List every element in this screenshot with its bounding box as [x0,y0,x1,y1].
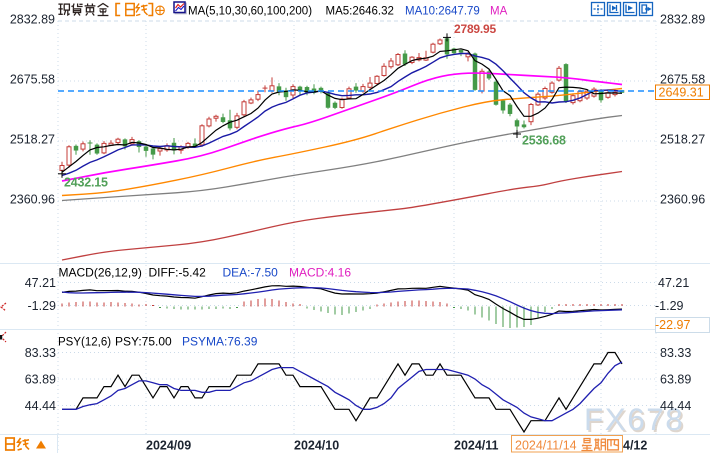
svg-text:2432.15: 2432.15 [64,176,108,190]
svg-text:MA10:2647.79: MA10:2647.79 [405,6,480,18]
svg-text:2024/11/14: 2024/11/14 [515,439,577,453]
svg-text:MA5:2646.32: MA5:2646.32 [326,6,394,18]
svg-text:-22.97: -22.97 [655,318,690,332]
svg-text:2649.31: 2649.31 [659,86,704,100]
svg-text:63.89: 63.89 [660,373,691,387]
svg-text:MACD(26,12,9): MACD(26,12,9) [59,266,142,280]
svg-text:2518.27: 2518.27 [10,133,55,147]
svg-text:2675.58: 2675.58 [10,73,55,87]
svg-text:83.33: 83.33 [660,346,691,360]
svg-text:63.89: 63.89 [25,373,56,387]
svg-text:-1.29: -1.29 [28,299,57,313]
svg-text:2789.95: 2789.95 [454,22,497,36]
svg-text:2832.89: 2832.89 [660,13,705,27]
svg-text:2024/09: 2024/09 [146,439,191,453]
svg-text:DEA:-7.50: DEA:-7.50 [223,266,279,280]
svg-text:2536.68: 2536.68 [522,134,566,148]
svg-text:83.33: 83.33 [25,346,56,360]
svg-text:FX678: FX678 [584,401,684,437]
svg-text:DIFF:-5.42: DIFF:-5.42 [149,266,207,280]
svg-text:4/12: 4/12 [623,439,647,453]
svg-text:FX678: FX678 [586,403,686,439]
svg-text:2832.89: 2832.89 [10,13,55,27]
svg-text:PSYMA:76.39: PSYMA:76.39 [182,335,258,349]
svg-text:2024/10: 2024/10 [294,439,339,453]
svg-text:44.44: 44.44 [25,399,56,413]
svg-text:2360.96: 2360.96 [10,193,55,207]
svg-text:MACD:4.16: MACD:4.16 [289,266,351,280]
svg-text:MA(5,10,30,60,100,200): MA(5,10,30,60,100,200) [188,6,312,18]
svg-text:47.21: 47.21 [658,276,689,290]
svg-text:44.44: 44.44 [660,399,691,413]
svg-text:PSY(12,6): PSY(12,6) [58,337,111,349]
svg-text:2675.58: 2675.58 [660,73,705,87]
svg-text:2360.96: 2360.96 [660,193,705,207]
svg-text:PSY:75.00: PSY:75.00 [115,335,172,349]
svg-text:-1.29: -1.29 [655,299,684,313]
svg-text:47.21: 47.21 [25,276,56,290]
svg-text:2024/11: 2024/11 [454,439,499,453]
svg-text:2518.27: 2518.27 [660,133,705,147]
svg-text:MA: MA [490,6,508,18]
